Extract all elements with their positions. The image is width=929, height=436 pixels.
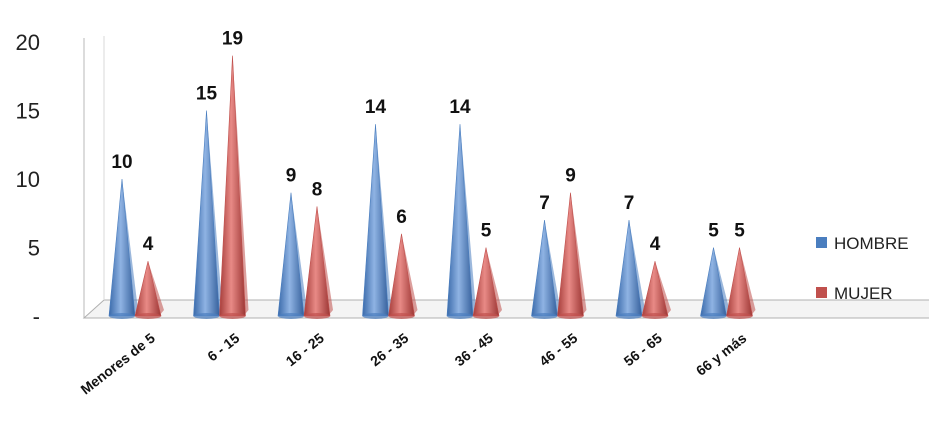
cone-hombre xyxy=(108,178,136,317)
legend-label-hombre: HOMBRE xyxy=(834,234,909,253)
cone-shadow-hombre xyxy=(291,192,307,316)
cone-shadow-hombre xyxy=(629,220,645,316)
x-tick-label: 16 - 25 xyxy=(283,330,327,370)
cone-base-mujer xyxy=(473,313,499,319)
cone-shadow-mujer xyxy=(655,261,671,316)
cone-shadow-mujer xyxy=(148,261,164,316)
cone-shadow-mujer xyxy=(739,247,756,316)
cone-mujer xyxy=(472,247,500,317)
cone-hombre xyxy=(615,220,643,317)
y-tick-label: 20 xyxy=(16,30,40,55)
x-tick-label: 6 - 15 xyxy=(204,330,242,365)
cone-base-mujer xyxy=(135,313,161,319)
data-label-mujer: 5 xyxy=(734,221,745,242)
data-label-hombre: 9 xyxy=(286,166,297,187)
cone-mujer xyxy=(388,233,415,317)
y-tick-label: 15 xyxy=(16,99,40,124)
x-tick-label: 66 y más xyxy=(693,330,750,379)
cone-shadow-hombre xyxy=(122,179,138,316)
cone-shadow-mujer xyxy=(570,192,587,316)
cone-base-hombre xyxy=(447,313,473,319)
x-tick-label: 46 - 55 xyxy=(536,330,580,370)
data-label-hombre: 5 xyxy=(708,221,719,242)
cone-mujer xyxy=(134,261,162,317)
cone-base-hombre xyxy=(193,313,220,319)
legend: HOMBRE MUJER xyxy=(816,234,909,303)
cone-shadow-mujer xyxy=(401,233,418,316)
cone-shadow-mujer xyxy=(486,247,502,316)
cone-mujer xyxy=(303,206,331,317)
data-label-mujer: 5 xyxy=(481,221,492,242)
x-tick-label: 56 - 65 xyxy=(621,330,665,370)
data-label-hombre: 14 xyxy=(449,97,471,118)
cone-base-hombre xyxy=(616,313,642,319)
cone-base-mujer xyxy=(219,313,246,319)
cone-base-hombre xyxy=(700,313,727,319)
cone-base-mujer xyxy=(726,313,753,319)
cone-mujer xyxy=(726,247,753,317)
cone-base-mujer xyxy=(304,313,330,319)
cone-base-hombre xyxy=(278,313,304,319)
legend-swatch-hombre xyxy=(816,237,827,248)
legend-swatch-mujer xyxy=(816,287,827,298)
data-label-hombre: 15 xyxy=(196,84,218,105)
legend-label-mujer: MUJER xyxy=(834,284,893,303)
cone-mujer xyxy=(641,261,669,317)
y-tick-label: 10 xyxy=(16,167,40,192)
y-tick-label: 5 xyxy=(28,236,40,261)
cone-base-hombre xyxy=(531,313,558,319)
cone-base-mujer xyxy=(642,313,668,319)
cone-shadow-hombre xyxy=(544,220,561,316)
x-tick-label: 36 - 45 xyxy=(452,330,496,370)
cone-base-mujer xyxy=(388,313,415,319)
data-label-hombre: 10 xyxy=(111,152,132,173)
data-marks xyxy=(108,55,756,319)
cone-base-hombre xyxy=(109,313,135,319)
cone-hombre xyxy=(277,192,305,317)
data-label-mujer: 6 xyxy=(396,207,407,228)
x-axis-ticks: Menores de 5 6 - 15 16 - 25 26 - 35 36 - 45 4… xyxy=(77,330,749,398)
data-label-hombre: 14 xyxy=(365,97,387,118)
x-tick-label: 26 - 35 xyxy=(367,330,411,370)
cone-hombre xyxy=(531,220,558,317)
data-label-hombre: 7 xyxy=(539,193,550,214)
y-tick-label: - xyxy=(33,304,40,329)
cone-shadow-hombre xyxy=(375,124,392,316)
cone-mujer xyxy=(557,192,584,317)
data-label-mujer: 9 xyxy=(565,166,576,187)
cone-shadow-hombre xyxy=(460,124,476,316)
data-label-hombre: 7 xyxy=(624,193,635,214)
cone-shadow-hombre xyxy=(206,110,223,316)
data-label-mujer: 8 xyxy=(312,179,323,200)
cone-hombre xyxy=(362,124,389,317)
x-tick-label: Menores de 5 xyxy=(77,330,158,398)
cone-shadow-mujer xyxy=(317,206,333,316)
cone-base-mujer xyxy=(557,313,584,319)
axis-layer: - 5 10 15 20 xyxy=(16,30,85,329)
data-label-mujer: 19 xyxy=(222,29,243,50)
cone-shadow-hombre xyxy=(713,247,730,316)
cone-base-hombre xyxy=(362,313,389,319)
cone-hombre xyxy=(446,124,474,317)
cone-hombre xyxy=(193,110,220,317)
cone-shadow-mujer xyxy=(232,55,249,316)
data-label-mujer: 4 xyxy=(143,234,154,255)
cone-hombre xyxy=(700,247,727,317)
data-label-mujer: 4 xyxy=(650,234,661,255)
cone-mujer xyxy=(219,55,246,317)
